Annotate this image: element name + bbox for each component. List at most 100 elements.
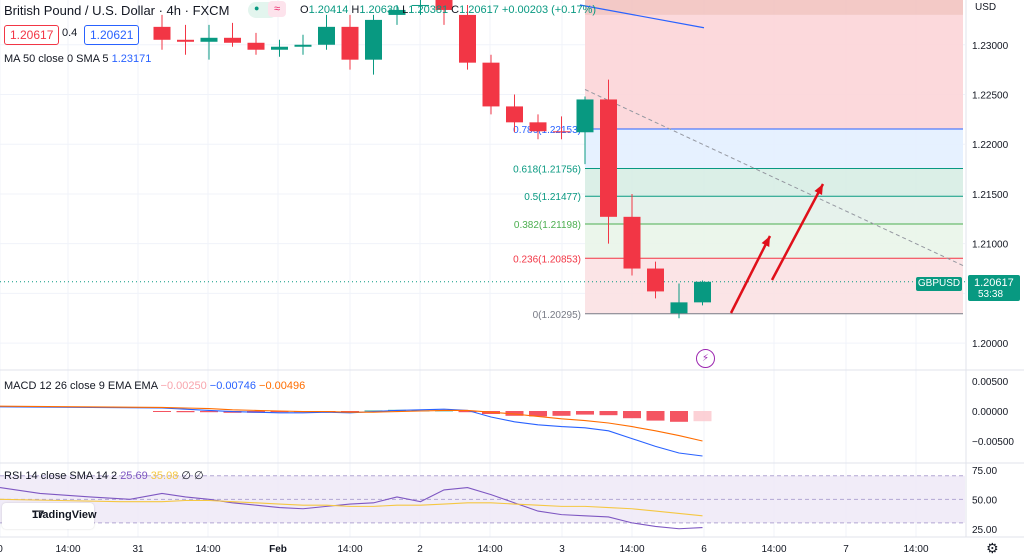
price-tick-label: 1.21000 [972,240,1009,251]
time-tick-label: 6 [701,544,707,555]
candle-body [153,26,171,40]
macd-histogram-bar [576,411,594,415]
symbol-title[interactable]: British Pound / U.S. Dollar · 4h · FXCM [4,3,230,18]
time-tick-label: 14:00 [477,544,502,555]
fib-zone [585,128,963,169]
candle-body [365,19,382,60]
open-key: O [300,4,309,16]
candle-body [294,44,312,47]
rsi-tick-label: 25.00 [972,525,997,536]
tv-mark-icon: 17 [32,509,45,521]
time-tick-label: 7 [843,544,849,555]
fib-level-label: 0.236(1.20853) [513,254,581,265]
candle-body [553,131,570,133]
tradingview-logo: 17 TradingView [2,503,97,529]
candle-body [670,302,688,314]
candle-body [576,99,594,133]
fib-level-label: 0.618(1.21756) [513,164,581,175]
candle-body [177,39,194,42]
macd-signal-line [0,405,703,442]
buy-button[interactable]: 1.20621 [84,25,140,45]
fib-zone [585,196,963,224]
macd-histogram-bar [200,411,218,413]
low-value: 1.20381 [408,4,449,16]
price-tick-label: 1.22000 [972,140,1009,151]
macd-line [0,406,703,457]
rsi-name: RSI 14 close SMA 14 2 [4,470,118,482]
fib-zone-top [585,14,963,129]
close-value: 1.20617 [459,4,499,16]
ma-line [579,4,705,29]
price-tick-label: 1.21500 [972,190,1009,201]
macd-histogram-bar [670,411,688,422]
fib-level-label: 0.786(1.22153) [513,125,581,136]
ma-indicator-label[interactable]: MA 50 close 0 SMA 5 1.23171 [4,53,151,65]
rsi-tick-label: 75.00 [972,466,997,477]
macd-histogram-bar [176,411,195,413]
candle-body [529,122,547,132]
rsi-ma-line [0,498,703,517]
fib-level-label: 0.5(1.21477) [524,192,581,203]
currency-label[interactable]: USD [975,2,997,13]
time-tick-label: 14:00 [903,544,928,555]
candle-body [435,0,453,10]
fib-level-label: 0(1.20295) [533,310,581,321]
compare-icon[interactable]: ≈ [268,1,286,17]
time-tick-label: 14:00 [619,544,644,555]
candle-body [506,106,523,123]
rsi-value: 25.69 [120,470,148,482]
gear-icon[interactable]: ⚙ [986,540,999,556]
candle-body [482,62,500,107]
change-value: +0.00203 (+0.17%) [501,4,597,16]
macd-histogram-bar [153,411,171,412]
macd-histogram-bar [270,411,289,413]
macd-histogram-bar [552,411,571,416]
macd-indicator-label[interactable]: MACD 12 26 close 9 EMA EMA −0.00250 −0.0… [4,380,305,392]
macd-hist-value: −0.00250 [160,380,207,392]
candle-body [318,26,335,45]
low-key: L [402,4,409,16]
ma-name: MA 50 close 0 SMA 5 [4,53,109,65]
logo-text: TradingView [32,509,97,521]
time-tick-label: 3 [559,544,565,555]
candle-body [412,4,429,6]
rsi-indicator-label[interactable]: RSI 14 close SMA 14 2 25.69 35.08 ∅ ∅ [4,469,204,482]
fib-level-label: 0.382(1.21198) [514,220,581,231]
macd-histogram-bar [505,411,524,416]
close-key: C [451,4,460,16]
time-tick-label: 14:00 [195,544,220,555]
time-tick-label: 31 [132,544,144,555]
time-tick-label: Feb [269,544,287,555]
rsi-tick-label: 50.00 [972,495,997,506]
price-tick-label: 1.22500 [972,90,1009,101]
time-tick-label: 2 [417,544,423,555]
candle-body [224,37,241,43]
macd-histogram-bar [693,411,712,422]
candle-body [623,216,641,269]
status-dot: ● [254,3,260,13]
rsi-bb-lower: ∅ [194,470,204,482]
price-tick-label: 1.23000 [972,41,1009,52]
annotation-arrow-line [729,235,772,314]
candle-body [341,26,359,60]
ma-value: 1.23171 [111,53,152,65]
macd-tick-label: 0.00500 [972,377,1009,388]
time-tick-label: 14:00 [55,544,80,555]
lightning-icon[interactable]: ⚡ [696,349,715,368]
candle-body [459,14,476,63]
macd-tick-label: −0.00500 [972,437,1014,448]
rsi-band [0,475,965,523]
macd-histogram-bar [341,411,359,412]
candle-body [600,99,617,217]
time-tick-label: 14:00 [337,544,362,555]
annotation-arrow-line [770,183,825,281]
open-value: 1.20414 [308,4,349,16]
price-tick-label: 1.20000 [972,339,1009,350]
candle-body [647,268,664,292]
fib-zone-top2 [585,0,963,15]
candle-body [388,9,406,15]
macd-tick-label: 0.00000 [972,407,1009,418]
macd-line-value: −0.00746 [209,380,256,392]
sell-button[interactable]: 1.20617 [4,25,60,45]
